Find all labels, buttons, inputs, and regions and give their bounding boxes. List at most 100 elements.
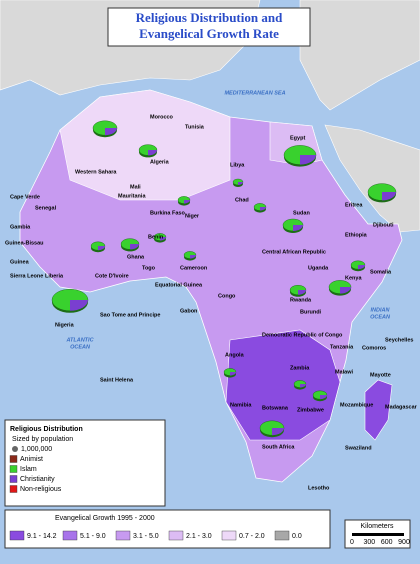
growth-label: 3.1 - 5.0: [133, 533, 159, 540]
pie-slice: [358, 265, 365, 270]
country-label: Mozambique: [340, 402, 373, 408]
growth-swatch: [62, 530, 78, 541]
country-label: Lesotho: [308, 485, 330, 491]
pie-slice: [272, 428, 284, 436]
country-labels: Morocco Tunisia Algeria Libya Egypt Western S…: [5, 114, 418, 491]
legend-subtitle: Sized by population: [12, 436, 73, 443]
country-label: Guinea: [10, 259, 30, 265]
growth-swatch: [115, 530, 131, 541]
southern-region: [225, 329, 341, 441]
country-label: Sierra Leone: [10, 273, 43, 279]
country-label: Burundi: [300, 309, 322, 315]
country-label: Togo: [142, 265, 156, 271]
country-label: Egypt: [290, 135, 305, 141]
country-label: Gambia: [10, 224, 31, 230]
country-label: Rwanda: [290, 297, 312, 303]
pie-slice: [98, 246, 106, 251]
title-box: [107, 7, 311, 47]
country-label: Botswana: [262, 405, 289, 411]
country-label: Guinea-Bissau: [5, 240, 44, 246]
country-label: South Africa: [262, 444, 295, 450]
growth-swatch: [9, 530, 25, 541]
country-label: Namibia: [230, 402, 252, 408]
size-symbol: [12, 446, 18, 452]
growth-swatch: [274, 530, 290, 541]
pie-slice: [105, 128, 117, 136]
country-label: Seychelles: [385, 337, 413, 343]
country-label: Democratic Republic of Congo: [262, 332, 343, 338]
country-label: Libya: [230, 162, 245, 168]
country-label: Swaziland: [345, 445, 372, 451]
growth-label: 0.0: [292, 533, 302, 540]
pie-symbols: [51, 120, 397, 438]
country-label: Saint Helena: [100, 377, 134, 383]
scale-tick-label: 900: [398, 539, 410, 546]
country-label: Nigeria: [55, 322, 75, 328]
country-label: Tanzania: [330, 344, 354, 350]
title-line: Evangelical Growth Rate: [139, 26, 279, 41]
pie-slice: [300, 384, 306, 388]
legend-label: Non-religious: [20, 486, 62, 493]
legend-label: Animist: [20, 456, 43, 463]
legend-swatch: [9, 475, 18, 483]
pie-slice: [298, 290, 306, 295]
growth-label: 5.1 - 9.0: [80, 533, 106, 540]
scale-tick-label: 600: [381, 539, 393, 546]
country-label: Ghana: [127, 254, 145, 260]
country-label: Benin: [148, 234, 164, 240]
legend-swatch: [9, 485, 18, 493]
pie-slice: [293, 225, 303, 231]
legend-label: Islam: [20, 466, 37, 473]
country-label: Angola: [225, 352, 245, 358]
scale-ticks: 0 300 600 900: [350, 539, 410, 546]
sea-label: ATLANTIC: [65, 337, 94, 343]
country-label: Zimbabwe: [297, 407, 324, 413]
country-label: Algeria: [150, 159, 170, 165]
country-label: Morocco: [150, 114, 174, 120]
growth-label: 9.1 - 14.2: [27, 533, 57, 540]
legend-title: Religious Distribution: [10, 426, 83, 433]
pie-slice: [130, 244, 139, 250]
country-label: Kenya: [345, 275, 362, 281]
asia-minor: [299, 0, 420, 111]
country-label: Cape Verde: [10, 194, 40, 200]
size-label: 1,000,000: [21, 446, 52, 453]
pie-slice: [148, 150, 157, 156]
country-label: Chad: [235, 197, 249, 203]
pie-slice: [190, 255, 196, 259]
pie-slice: [320, 395, 327, 400]
country-label: Congo: [218, 293, 236, 299]
country-label: Madagascar: [385, 404, 418, 410]
country-label: Western Sahara: [75, 169, 117, 175]
growth-swatch: [221, 530, 237, 541]
country-label: Mali: [130, 184, 141, 190]
legend-box: [4, 419, 166, 507]
pie-slice: [382, 192, 396, 201]
growth-label: 2.1 - 3.0: [186, 533, 212, 540]
growth-box: [4, 509, 331, 549]
country-label: Tunisia: [185, 124, 205, 130]
growth-items: 9.1 - 14.2 5.1 - 9.0 3.1 - 5.0 2.1 - 3.0 0.7…: [9, 530, 302, 541]
country-label: Central African Republic: [262, 249, 326, 255]
country-label: Sudan: [293, 210, 310, 216]
legend-swatch: [9, 455, 18, 463]
country-label: Sao Tome and Principe: [100, 312, 160, 318]
country-label: Comoros: [362, 345, 386, 351]
country-label: Ethiopia: [345, 232, 368, 238]
sea-label: MEDITERRANEAN SEA: [224, 90, 285, 96]
country-label: Gabon: [180, 308, 198, 314]
country-label: Cote D'Ivoire: [95, 273, 129, 279]
country-label: Liberia: [45, 273, 64, 279]
pie-slice: [70, 300, 88, 311]
pie-slice: [238, 182, 243, 185]
scale-tick-label: 300: [363, 539, 375, 546]
country-label: Zambia: [290, 365, 310, 371]
legend-swatch: [9, 465, 18, 473]
country-label: Equatorial Guinea: [155, 282, 203, 288]
legend-items: Animist Islam Christianity Non-religious: [9, 455, 62, 493]
scale-tick-label: 0: [350, 539, 354, 546]
country-label: Niger: [185, 213, 200, 219]
country-label: Uganda: [308, 265, 329, 271]
pie-slice: [230, 372, 236, 376]
